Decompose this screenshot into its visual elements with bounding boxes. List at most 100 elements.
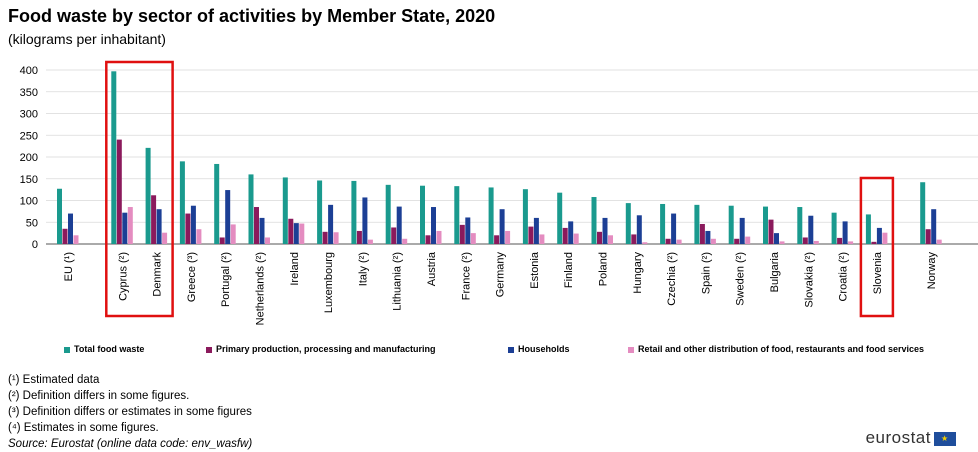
bar xyxy=(597,231,602,244)
bar xyxy=(454,186,460,244)
legend-item-total: Total food waste xyxy=(64,344,144,354)
bar xyxy=(214,163,220,244)
bar xyxy=(505,230,511,244)
bar xyxy=(333,232,339,244)
bar xyxy=(499,209,505,244)
bar xyxy=(391,227,397,244)
legend-label: Primary production, processing and manuf… xyxy=(216,344,436,354)
y-tick-label: 350 xyxy=(20,87,38,99)
bar xyxy=(425,235,431,244)
x-tick-label: Austria xyxy=(426,251,438,286)
x-tick-label: Bulgaria xyxy=(769,251,781,292)
eurostat-logo: eurostat xyxy=(866,428,956,448)
bar xyxy=(591,197,597,244)
footnote: (⁴) Estimates in some figures. xyxy=(8,422,159,434)
bar xyxy=(925,229,931,244)
logo-text: eurostat xyxy=(865,428,931,447)
x-tick-label: Croatia (²) xyxy=(838,252,850,302)
bar xyxy=(431,207,436,244)
x-tick-label: Norway xyxy=(926,252,938,290)
legend-swatch xyxy=(206,346,212,353)
x-tick-label: Germany xyxy=(495,252,507,298)
legend-label: Households xyxy=(518,344,570,354)
bar xyxy=(768,219,774,244)
bar xyxy=(920,182,926,244)
footnotes: (¹) Estimated data (²) Definition differ… xyxy=(8,372,252,452)
x-tick-label: Luxembourg xyxy=(323,252,335,313)
bar xyxy=(808,215,814,244)
footnote: (²) Definition differs in some figures. xyxy=(8,390,190,402)
x-tick-label: Hungary xyxy=(632,252,644,294)
legend-item-primary: Primary production, processing and manuf… xyxy=(206,344,436,354)
x-tick-label: France (²) xyxy=(460,252,472,300)
chart-legend: Total food waste Primary production, pro… xyxy=(0,344,978,360)
bar xyxy=(871,241,877,244)
highlight-box xyxy=(859,176,895,318)
legend-item-households: Households xyxy=(508,344,570,354)
y-tick-label: 300 xyxy=(20,109,38,121)
bar xyxy=(636,215,642,244)
chart-title: Food waste by sector of activities by Me… xyxy=(8,6,496,26)
bar xyxy=(196,229,202,244)
bar xyxy=(436,230,442,244)
x-tick-label: Finland xyxy=(563,252,575,288)
x-tick-label: Portugal (²) xyxy=(220,252,232,307)
bar xyxy=(739,217,745,244)
bar xyxy=(459,224,465,244)
bar xyxy=(699,223,705,244)
legend-swatch xyxy=(508,346,514,353)
y-tick-label: 100 xyxy=(20,196,38,208)
bar xyxy=(842,221,848,244)
bar xyxy=(631,234,637,244)
bar xyxy=(694,204,700,244)
x-tick-label: Czechia (²) xyxy=(666,252,678,306)
bar xyxy=(362,197,368,244)
bar xyxy=(774,233,779,244)
bar xyxy=(328,204,334,244)
bar xyxy=(573,233,579,244)
bar xyxy=(156,209,162,244)
bar xyxy=(665,238,671,244)
bar xyxy=(876,227,882,244)
bar xyxy=(763,206,768,244)
legend-item-retail: Retail and other distribution of food, r… xyxy=(628,344,924,354)
y-tick-label: 200 xyxy=(20,152,38,164)
x-tick-label: Denmark xyxy=(152,252,164,297)
x-tick-label: Sweden (²) xyxy=(735,252,747,306)
bar xyxy=(710,238,716,244)
bar xyxy=(68,213,73,244)
bar xyxy=(420,185,425,244)
bar xyxy=(745,236,751,244)
bar xyxy=(931,209,937,244)
bar xyxy=(936,239,942,244)
bar xyxy=(317,180,323,244)
bar xyxy=(259,217,265,244)
x-tick-label: Ireland xyxy=(289,252,301,286)
legend-swatch xyxy=(64,346,70,353)
bar xyxy=(73,235,79,244)
bar xyxy=(282,177,288,244)
bar xyxy=(265,237,270,244)
eu-flag-icon xyxy=(934,431,956,446)
bar xyxy=(225,190,231,244)
x-tick-label: EU (¹) xyxy=(63,252,75,281)
bar xyxy=(557,192,563,244)
bar xyxy=(831,212,837,244)
bar xyxy=(728,205,734,244)
bar xyxy=(642,242,648,244)
bar xyxy=(865,214,871,244)
bar xyxy=(356,230,362,244)
bar xyxy=(528,226,534,244)
bar xyxy=(185,213,191,244)
bar xyxy=(116,139,122,244)
x-tick-label: Cyprus (²) xyxy=(117,252,129,301)
bar xyxy=(162,232,168,244)
bar xyxy=(230,224,236,244)
bar xyxy=(396,206,402,244)
bar xyxy=(293,223,299,244)
bar xyxy=(111,71,117,245)
y-tick-label: 250 xyxy=(20,130,38,142)
bar xyxy=(562,227,568,244)
bar xyxy=(122,212,128,244)
chart-subtitle: (kilograms per inhabitant) xyxy=(8,31,166,47)
